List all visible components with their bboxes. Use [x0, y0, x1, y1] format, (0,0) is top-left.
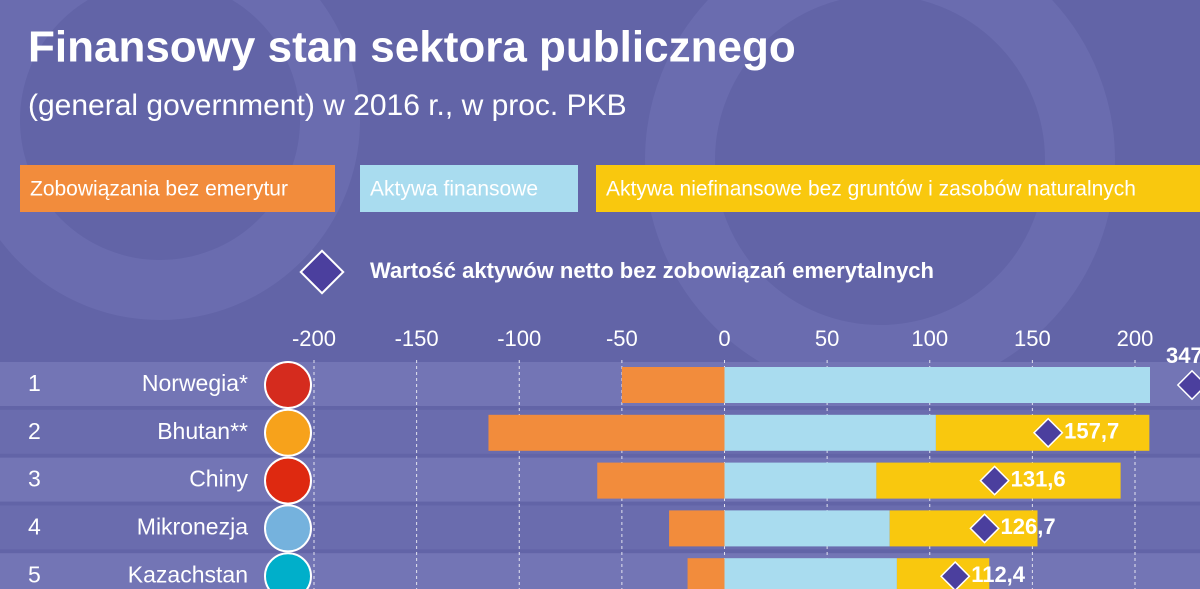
- x-tick-label: 0: [718, 326, 730, 351]
- bar: [488, 414, 725, 451]
- flag: [264, 408, 312, 457]
- x-tick-label: 150: [1014, 326, 1051, 351]
- value-label: 112,4: [971, 562, 1026, 587]
- bar: [724, 414, 936, 451]
- legend-label: Wartość aktywów netto bez zobowiązań eme…: [370, 258, 934, 283]
- bars: [488, 367, 1150, 589]
- legend-swatch: [596, 165, 1200, 212]
- rank-label: 1: [28, 370, 41, 396]
- bar: [621, 367, 725, 403]
- bar: [687, 558, 725, 589]
- category-label: Bhutan**: [157, 418, 248, 444]
- legend-swatch: [360, 165, 578, 212]
- diamond-marker: [1176, 369, 1200, 401]
- legend-swatch: [20, 165, 335, 212]
- category-label: Chiny: [189, 466, 248, 492]
- chart-subtitle: (general government) w 2016 r., w proc. …: [28, 89, 627, 122]
- diamond-marker: [939, 560, 971, 589]
- diamond-marker: [979, 465, 1010, 496]
- bar: [724, 462, 877, 499]
- chart-title: Finansowy stan sektora publicznego: [28, 23, 796, 72]
- rank-label: 3: [28, 466, 41, 492]
- x-tick-label: 200: [1117, 326, 1154, 351]
- bar: [724, 367, 1150, 403]
- legend-label: Aktywa niefinansowe bez gruntów i zasobó…: [606, 178, 1136, 201]
- legend-swatch: [299, 249, 345, 295]
- legend-label: Zobowiązania bez emerytur: [30, 178, 288, 201]
- bar: [889, 510, 1038, 547]
- row-band: [0, 553, 1200, 589]
- x-tick-label: 50: [815, 326, 839, 351]
- flag: [264, 504, 312, 553]
- bar: [669, 510, 725, 547]
- legend-label: Aktywa finansowe: [370, 178, 538, 201]
- background-shape: [645, 0, 1115, 395]
- rank-label: 2: [28, 418, 41, 444]
- value-label: 347: [1166, 343, 1200, 368]
- rank-label: 5: [28, 561, 41, 587]
- value-label: 157,7: [1064, 419, 1119, 444]
- flag: [264, 552, 312, 589]
- x-tick-label: -100: [497, 326, 541, 351]
- diamond-marker: [969, 513, 1000, 544]
- x-tick-label: -50: [606, 326, 638, 351]
- diamond-marker: [1032, 417, 1064, 449]
- x-tick-label: 100: [911, 326, 948, 351]
- flag: [264, 456, 312, 505]
- background-shape: [0, 0, 360, 320]
- value-label: 126,7: [1001, 514, 1056, 539]
- category-label: Kazachstan: [128, 561, 248, 587]
- x-tick-label: -150: [395, 326, 439, 351]
- bar: [597, 462, 725, 499]
- bar: [724, 510, 890, 547]
- category-label: Norwegia*: [142, 370, 248, 396]
- category-label: Mikronezja: [137, 513, 248, 539]
- value-label: 131,6: [1011, 466, 1066, 491]
- flag: [264, 361, 312, 409]
- rank-label: 4: [28, 513, 41, 539]
- x-tick-label: -200: [292, 326, 336, 351]
- bar: [724, 558, 897, 589]
